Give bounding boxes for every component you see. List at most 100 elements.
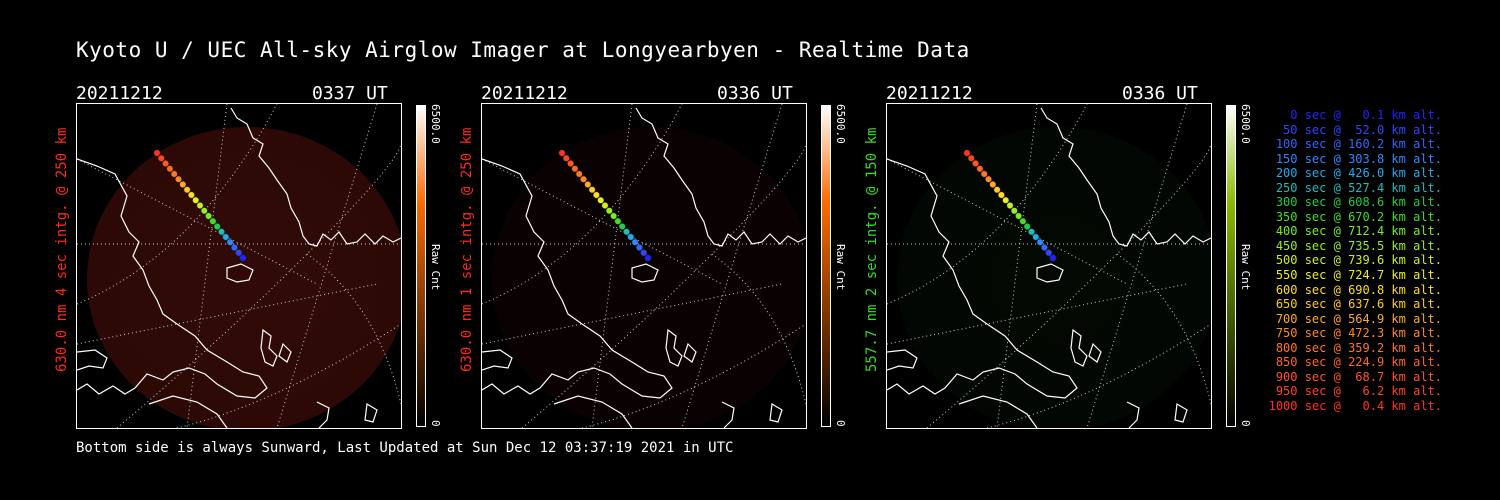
coastline	[482, 107, 806, 428]
trajectory-point	[558, 149, 566, 157]
footer-status: Bottom side is always Sunward, Last Upda…	[76, 440, 734, 456]
trajectory-point	[631, 238, 639, 246]
trajectory-point	[580, 175, 587, 183]
legend-time: 600 sec	[1275, 282, 1327, 297]
trajectory-point	[1036, 238, 1044, 246]
panel-1-colorbar	[416, 105, 426, 427]
trajectory-point	[976, 165, 984, 173]
legend-altitude: 52.0 km alt.	[1348, 122, 1442, 137]
legend-entry: 800 sec @ 359.2 km alt.	[1275, 340, 1442, 355]
legend-altitude: 0.1 km alt.	[1348, 108, 1442, 122]
trajectory-point	[588, 186, 596, 194]
legend-altitude: 68.7 km alt.	[1348, 369, 1442, 384]
legend-time: 700 sec	[1275, 311, 1327, 326]
trajectory-point	[218, 228, 225, 236]
panel-1-colorbar-max: 6500.0	[429, 104, 442, 144]
trajectory-point	[162, 160, 170, 167]
legend-altitude: 735.5 km alt.	[1348, 238, 1442, 253]
legend-entry: 350 sec @ 670.2 km alt.	[1275, 209, 1442, 224]
trajectory-point	[1010, 207, 1018, 215]
trajectory-point	[972, 160, 980, 167]
panel-1-allsky-map	[76, 103, 402, 429]
legend-time: 350 sec	[1275, 209, 1327, 224]
trajectory-point	[179, 181, 187, 188]
panel-3-colorbar	[1226, 105, 1236, 427]
legend-altitude: 724.7 km alt.	[1348, 268, 1442, 283]
airglow-image	[492, 127, 806, 428]
panel-1-time: 0337 UT	[312, 83, 388, 104]
legend-time: 500 sec	[1275, 253, 1327, 268]
legend-time: 150 sec	[1275, 151, 1327, 166]
trajectory-point	[205, 212, 213, 220]
trajectory-point	[575, 170, 583, 178]
legend-time: 900 sec	[1275, 369, 1327, 384]
trajectory-point	[230, 244, 238, 251]
trajectory-point	[963, 149, 971, 157]
trajectory-point	[175, 175, 182, 183]
legend-time: 200 sec	[1275, 166, 1327, 181]
panel-1-channel-label: 630.0 nm 4 sec intg. @ 250 km	[54, 127, 70, 372]
trajectory-point	[166, 165, 174, 173]
panel-1-colorbar-unit: Raw Cnt	[429, 244, 442, 291]
trajectory-point	[1023, 223, 1031, 230]
trajectory-point	[209, 217, 217, 225]
rocket-trajectory	[558, 149, 652, 262]
legend-altitude: 670.2 km alt.	[1348, 209, 1442, 224]
trajectory-point	[635, 244, 643, 251]
legend-altitude: 303.8 km alt.	[1348, 151, 1442, 166]
trajectory-point	[562, 154, 570, 162]
trajectory-point	[597, 196, 605, 204]
legend-entry: 550 sec @ 724.7 km alt.	[1275, 268, 1442, 283]
legend-time: 850 sec	[1275, 355, 1327, 370]
trajectory-point	[196, 202, 204, 209]
trajectory-point	[1045, 249, 1053, 257]
legend-entry: 450 sec @ 735.5 km alt.	[1275, 238, 1442, 253]
legend-time: 650 sec	[1275, 297, 1327, 312]
legend-altitude: 426.0 km alt.	[1348, 166, 1442, 181]
legend-altitude: 472.3 km alt.	[1348, 326, 1442, 341]
legend-time: 250 sec	[1275, 180, 1327, 195]
trajectory-point	[183, 186, 191, 194]
trajectory-point	[623, 228, 630, 236]
legend-altitude: 0.4 km alt.	[1348, 398, 1442, 413]
trajectory-point	[1049, 254, 1057, 262]
airglow-image	[87, 127, 401, 428]
rocket-trajectory	[153, 149, 247, 262]
legend-altitude: 739.6 km alt.	[1348, 253, 1442, 268]
legend-entry: 600 sec @ 690.8 km alt.	[1275, 282, 1442, 297]
trajectory-point	[1040, 244, 1048, 251]
trajectory-point	[1006, 202, 1014, 209]
trajectory-point	[618, 223, 626, 230]
panel-3-colorbar-min: 0	[1239, 420, 1252, 427]
panel-2-colorbar-min: 0	[834, 420, 847, 427]
legend-time: 1000 sec	[1268, 398, 1327, 413]
panel-3-allsky-map	[886, 103, 1212, 429]
panel-3-colorbar-unit: Raw Cnt	[1239, 244, 1252, 291]
page-title: Kyoto U / UEC All-sky Airglow Imager at …	[76, 38, 970, 62]
trajectory-point	[157, 154, 165, 162]
legend-entry: 50 sec @ 52.0 km alt.	[1283, 122, 1442, 137]
trajectory-point	[997, 191, 1005, 199]
trajectory-point	[226, 238, 234, 246]
legend-altitude: 608.6 km alt.	[1348, 195, 1442, 210]
legend-time: 750 sec	[1275, 326, 1327, 341]
panel-3-colorbar-max: 6500.0	[1239, 104, 1252, 144]
legend-altitude: 160.2 km alt.	[1348, 137, 1442, 152]
rocket-trajectory	[963, 149, 1057, 262]
trajectory-point	[222, 233, 230, 241]
legend-time: 800 sec	[1275, 340, 1327, 355]
legend-altitude: 564.9 km alt.	[1348, 311, 1442, 326]
legend-entry: 850 sec @ 224.9 km alt.	[1275, 355, 1442, 370]
legend-entry: 150 sec @ 303.8 km alt.	[1275, 151, 1442, 166]
coastline	[77, 107, 401, 428]
legend-entry: 100 sec @ 160.2 km alt.	[1275, 137, 1442, 152]
legend-entry: 250 sec @ 527.4 km alt.	[1275, 180, 1442, 195]
trajectory-point	[571, 165, 579, 173]
panel-2-colorbar	[821, 105, 831, 427]
legend-entry: 400 sec @ 712.4 km alt.	[1275, 224, 1442, 239]
legend-altitude: 712.4 km alt.	[1348, 224, 1442, 239]
legend-altitude: 690.8 km alt.	[1348, 282, 1442, 297]
trajectory-point	[640, 249, 648, 257]
legend-entry: 300 sec @ 608.6 km alt.	[1275, 195, 1442, 210]
trajectory-point	[980, 170, 988, 178]
